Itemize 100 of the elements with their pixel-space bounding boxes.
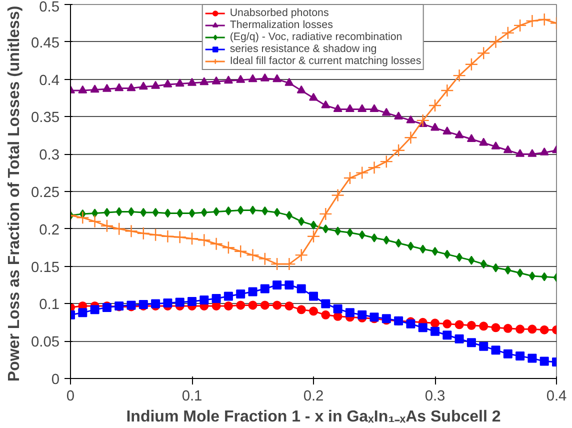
x-tick-label: 0.2: [303, 388, 324, 404]
point: [454, 130, 464, 138]
point: [222, 241, 236, 254]
point: [358, 230, 366, 240]
point: [246, 248, 260, 262]
point: [298, 216, 305, 226]
point: [262, 206, 268, 216]
point: [479, 342, 488, 351]
point: [440, 84, 454, 98]
point: [479, 322, 488, 331]
point: [234, 244, 248, 258]
point: [176, 208, 184, 218]
point: [188, 208, 196, 218]
point: [282, 257, 296, 271]
point: [236, 74, 246, 83]
point: [528, 324, 537, 334]
point: [442, 319, 452, 328]
point: [333, 104, 342, 112]
point: [321, 299, 330, 308]
point: [432, 246, 438, 256]
point: [102, 84, 112, 92]
point: [516, 352, 525, 361]
point: [430, 122, 440, 131]
y-tick-label: 0.2: [39, 222, 60, 238]
point: [395, 238, 402, 248]
point: [321, 310, 330, 320]
point: [163, 79, 172, 88]
point: [406, 115, 416, 124]
point: [345, 104, 354, 112]
point: [392, 144, 406, 157]
point: [322, 224, 329, 234]
point: [430, 318, 440, 328]
point: [224, 292, 233, 301]
point: [468, 256, 475, 265]
point: [210, 237, 223, 250]
point: [358, 310, 367, 320]
point: [383, 236, 390, 245]
point: [294, 248, 308, 262]
y-tick-label: 0.4: [39, 72, 60, 89]
point: [526, 14, 539, 28]
point: [284, 301, 294, 310]
point: [418, 323, 428, 332]
point: [306, 230, 320, 243]
point: [516, 268, 524, 278]
point: [370, 104, 379, 112]
point: [504, 266, 512, 275]
point: [124, 224, 138, 238]
point: [126, 83, 136, 92]
point: [321, 100, 330, 108]
point: [104, 208, 110, 217]
point: [224, 301, 233, 310]
point: [343, 171, 357, 185]
point: [489, 35, 502, 48]
point: [152, 208, 159, 217]
point: [442, 126, 452, 134]
y-tick-label: 0.05: [30, 334, 60, 351]
legend-label: (Eg/q) - Voc, radiative recombination: [230, 31, 402, 43]
point: [258, 252, 272, 266]
point: [76, 211, 90, 224]
point: [491, 323, 500, 332]
point: [540, 147, 549, 156]
point: [430, 326, 440, 336]
point: [480, 260, 487, 269]
point: [140, 208, 147, 217]
point: [248, 287, 258, 296]
legend-label: Unabsorbed photons: [230, 7, 329, 19]
point: [464, 58, 478, 71]
point: [148, 228, 162, 242]
x-tick-label: 0.3: [424, 388, 446, 404]
point: [175, 78, 184, 87]
y-axis-title: Power Loss as Fraction of Total Losses (unitless): [6, 6, 23, 382]
point: [272, 74, 282, 82]
point: [345, 308, 354, 318]
point: [380, 154, 393, 168]
y-tick-label: 0.5: [39, 0, 60, 16]
point: [466, 338, 476, 348]
point: [296, 284, 306, 294]
point: [138, 82, 148, 90]
point: [477, 46, 490, 60]
point: [260, 284, 270, 294]
point: [173, 230, 186, 244]
y-tick-label: 0.15: [30, 260, 60, 276]
point: [151, 80, 160, 89]
point: [454, 320, 464, 330]
point: [284, 78, 294, 86]
point: [491, 142, 500, 150]
point: [284, 280, 294, 290]
point: [491, 346, 500, 355]
point: [116, 207, 122, 216]
point: [540, 325, 549, 334]
point: [237, 206, 244, 215]
point: [296, 305, 306, 314]
point: [248, 300, 258, 310]
point: [272, 300, 282, 310]
point: [513, 18, 527, 32]
point: [503, 349, 512, 358]
point: [503, 145, 512, 154]
point: [479, 138, 488, 146]
point: [442, 330, 452, 340]
point: [528, 148, 537, 157]
